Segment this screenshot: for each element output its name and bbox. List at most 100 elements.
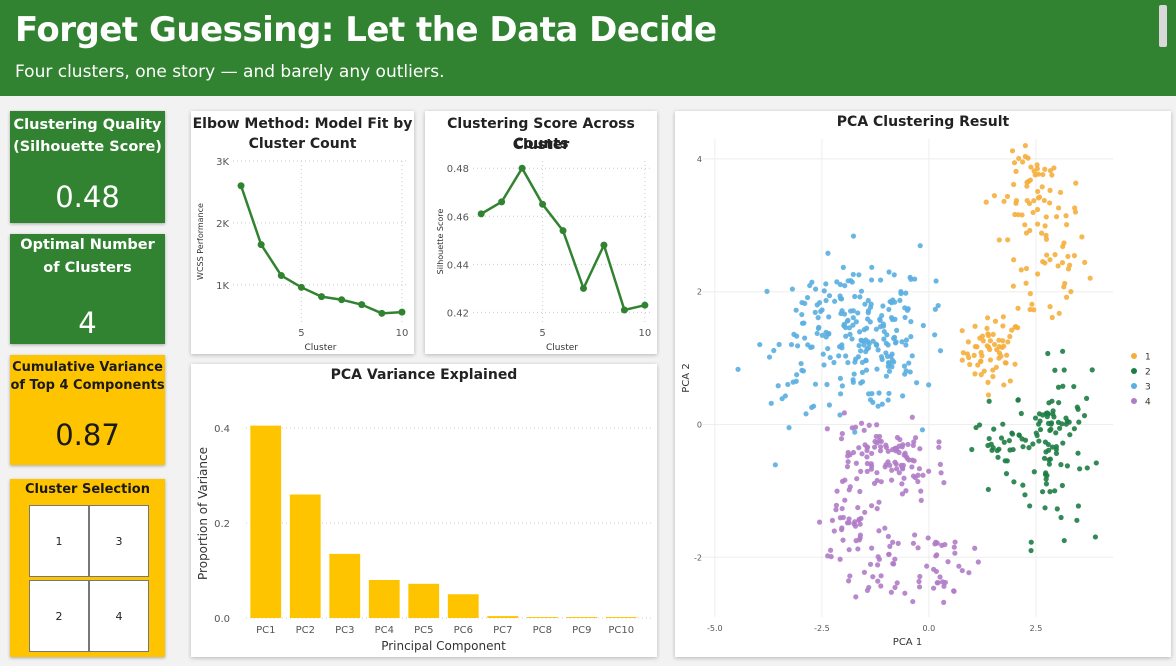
scatter-point xyxy=(859,379,866,385)
scatter-point xyxy=(903,290,909,296)
scatter-point xyxy=(877,317,883,323)
y-axis-label: PCA 2 xyxy=(681,363,692,392)
scatter-point xyxy=(960,350,966,356)
scatter-point xyxy=(877,448,884,454)
scatter-point xyxy=(888,477,895,483)
scatter-point xyxy=(989,447,995,453)
scatter-point xyxy=(1032,415,1039,421)
scatter-point xyxy=(875,347,881,353)
scatter-point xyxy=(836,344,843,350)
scatter-point xyxy=(856,342,862,349)
scatter-point xyxy=(917,446,923,452)
scatter-point xyxy=(1015,397,1021,403)
scatter-point xyxy=(845,459,851,465)
scatter-point xyxy=(898,288,904,295)
scatter-point xyxy=(986,435,992,442)
scatter-point xyxy=(1075,406,1081,412)
scatter-point xyxy=(757,341,763,348)
scatter-point xyxy=(886,368,893,374)
scatter-point xyxy=(1009,148,1016,154)
scrollbar[interactable] xyxy=(1159,5,1167,47)
scatter-point xyxy=(847,484,853,490)
scatter-point xyxy=(1053,444,1059,450)
scatter-point xyxy=(1047,489,1053,495)
scatter-point xyxy=(768,400,774,406)
scatter-point xyxy=(771,347,777,354)
scatter-point xyxy=(1036,438,1042,444)
bar xyxy=(605,617,637,618)
scatter-point xyxy=(883,373,890,379)
scatter-point xyxy=(1041,197,1047,204)
scatter-point xyxy=(959,567,965,574)
scatter-point xyxy=(983,199,989,205)
scatter-point xyxy=(844,520,851,526)
scatter-point xyxy=(985,331,991,337)
scatter-point xyxy=(1063,415,1069,421)
kpi-label: Optimal Number xyxy=(20,237,155,253)
scatter-point xyxy=(932,332,938,338)
legend-entry: 1 xyxy=(1145,353,1151,363)
scatter-point xyxy=(1057,189,1064,196)
scatter-point xyxy=(842,497,848,503)
scatter-point xyxy=(897,436,903,443)
scatter-point xyxy=(852,519,858,525)
scatter-point xyxy=(1001,439,1007,445)
scatter-point xyxy=(933,278,939,284)
scatter-point xyxy=(984,325,990,331)
scatter-point xyxy=(1007,447,1013,453)
scatter-point xyxy=(816,324,822,330)
scatter-point xyxy=(1061,240,1067,246)
bar xyxy=(250,425,282,618)
scatter-point xyxy=(894,327,900,333)
scatter-point xyxy=(1028,164,1034,170)
y-tick-label: 0.48 xyxy=(447,164,469,175)
scatter-point xyxy=(821,362,827,368)
scatter-point xyxy=(849,336,855,342)
scatter-point xyxy=(901,363,908,369)
scatter-point xyxy=(978,349,984,356)
data-point xyxy=(518,164,526,172)
scatter-point xyxy=(932,541,938,547)
slicer-option-3[interactable]: 3 xyxy=(89,505,149,577)
slicer-option-2[interactable]: 2 xyxy=(29,580,89,652)
scatter-point xyxy=(875,403,881,409)
y-tick-label: 0.2 xyxy=(214,519,230,530)
scatter-point xyxy=(884,332,890,338)
scatter-point xyxy=(816,519,823,525)
scatter-point xyxy=(902,314,908,321)
scatter-point xyxy=(859,369,866,376)
scatter-point xyxy=(951,588,957,594)
scatter-point xyxy=(1033,430,1039,436)
slicer-option-4[interactable]: 4 xyxy=(89,580,149,652)
scatter-point xyxy=(852,429,858,435)
scatter-point xyxy=(1005,339,1011,345)
scatter-point xyxy=(969,446,975,453)
scatter-point xyxy=(805,342,811,348)
scatter-point xyxy=(857,348,864,354)
scatter-point xyxy=(862,301,868,307)
scatter-point xyxy=(863,367,870,373)
data-point xyxy=(297,283,305,291)
scatter-point xyxy=(1071,383,1077,390)
scatter-point xyxy=(775,383,781,389)
scatter-point xyxy=(942,541,948,548)
scatter-point xyxy=(829,517,836,523)
scatter-point xyxy=(965,339,971,345)
slicer-option-1[interactable]: 1 xyxy=(29,505,89,577)
scatter-point xyxy=(858,288,865,294)
scatter-point xyxy=(981,368,987,374)
scatter-point xyxy=(937,348,944,354)
scatter-point xyxy=(883,340,889,346)
scatter-point xyxy=(926,382,932,388)
data-point xyxy=(338,296,346,304)
data-point xyxy=(237,182,245,190)
scatter-point xyxy=(875,554,881,560)
scatter-point xyxy=(931,585,937,591)
scatter-point xyxy=(935,580,941,586)
bar xyxy=(487,616,519,618)
legend-marker xyxy=(1131,398,1137,404)
scatter-point xyxy=(846,325,853,331)
data-point xyxy=(620,306,628,314)
scatter-point xyxy=(985,486,991,493)
scatter-point xyxy=(1064,463,1071,469)
